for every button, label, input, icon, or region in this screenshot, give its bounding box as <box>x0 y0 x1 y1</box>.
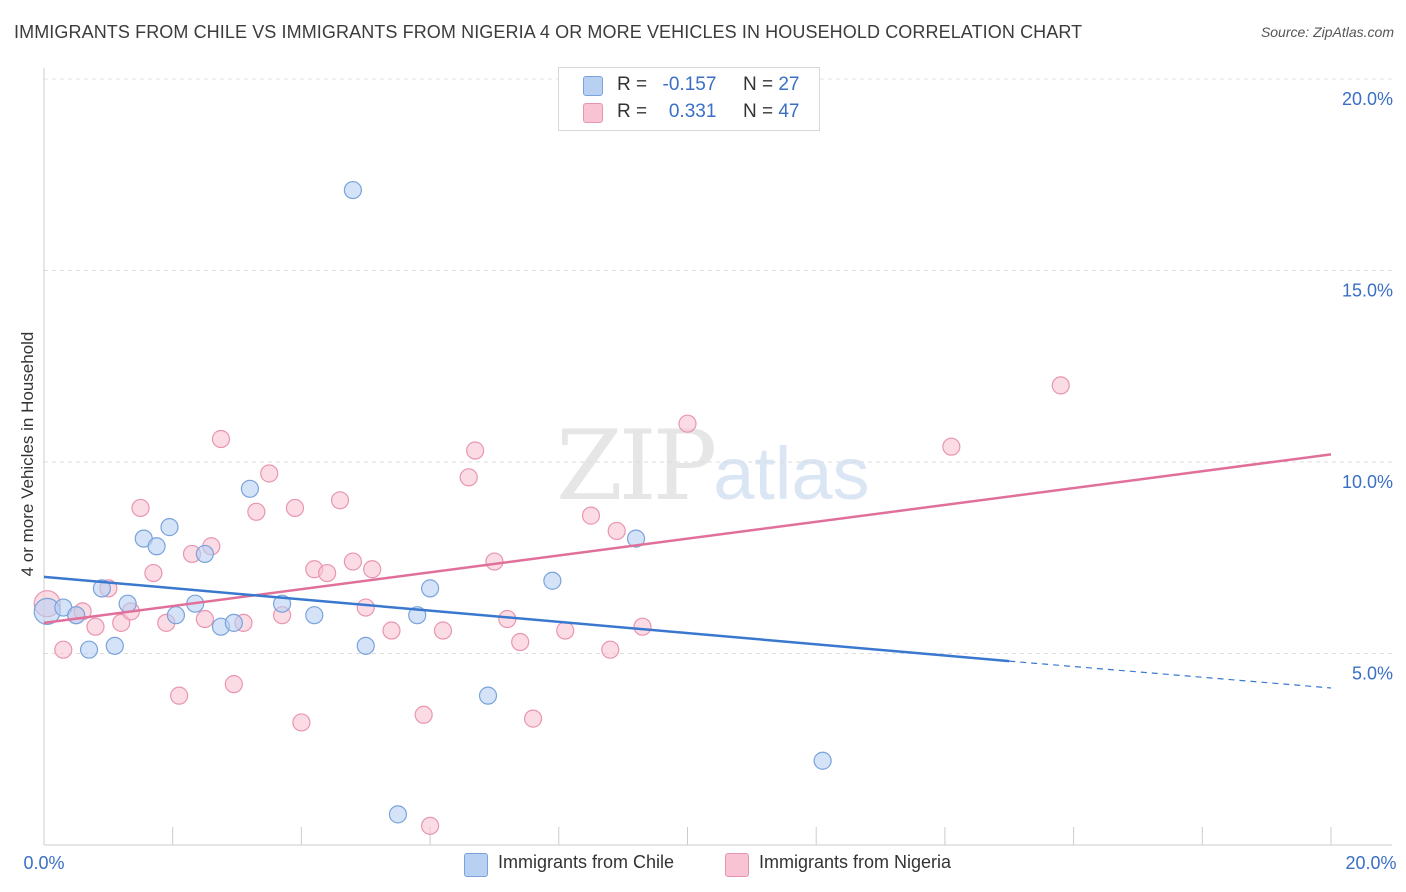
nigeria-point <box>459 468 478 487</box>
chile-legend-label: Immigrants from Chile <box>498 852 675 872</box>
nigeria-point <box>633 617 652 636</box>
chile-point <box>813 751 832 770</box>
nigeria-swatch <box>583 103 603 123</box>
chile-legend-swatch <box>464 853 488 877</box>
nigeria-point <box>356 598 375 617</box>
nigeria-n-value: 47 <box>778 101 800 122</box>
nigeria-point <box>363 560 382 579</box>
chile-point <box>388 805 408 824</box>
nigeria-legend-swatch <box>725 853 749 877</box>
chile-point <box>240 479 260 498</box>
correlation-legend: R = -0.157 N = 27 R = 0.331 N = 47 <box>558 67 820 131</box>
nigeria-point <box>433 621 453 640</box>
legend-r-label: R = <box>617 74 648 95</box>
chile-points <box>33 180 832 824</box>
y-axis-label: 4 or more Vehicles in Household <box>18 332 37 577</box>
chile-point <box>272 594 292 613</box>
y-tick-label: 5.0% <box>1352 664 1393 684</box>
y-tick-label: 10.0% <box>1342 472 1393 492</box>
nigeria-point <box>54 640 73 659</box>
nigeria-point <box>224 675 243 694</box>
nigeria-trend-line <box>43 453 1332 625</box>
nigeria-point <box>942 437 961 456</box>
chile-point <box>224 613 243 632</box>
chile-point <box>105 636 124 655</box>
chile-point <box>67 606 86 625</box>
nigeria-point <box>466 441 485 460</box>
nigeria-point <box>285 498 305 518</box>
legend-n-label: N = <box>742 74 774 95</box>
chile-trend-line <box>43 575 1010 663</box>
nigeria-point <box>414 705 433 724</box>
nigeria-point <box>330 491 350 510</box>
nigeria-legend-label: Immigrants from Nigeria <box>759 852 952 872</box>
chile-r-value: -0.157 <box>662 74 717 95</box>
chile-point <box>356 636 375 655</box>
nigeria-point <box>511 632 530 652</box>
nigeria-point <box>607 521 626 541</box>
nigeria-point <box>556 621 575 640</box>
nigeria-point <box>170 686 189 705</box>
nigeria-point <box>343 552 362 571</box>
nigeria-point <box>678 414 697 433</box>
chile-point <box>118 594 137 613</box>
trend-lines <box>43 453 1332 689</box>
nigeria-point <box>1051 376 1070 395</box>
nigeria-point <box>485 552 504 571</box>
source-credit: Source: ZipAtlas.com <box>1260 24 1394 40</box>
nigeria-point <box>292 713 311 732</box>
chile-point <box>166 606 186 625</box>
nigeria-point <box>318 563 337 583</box>
nigeria-point <box>247 502 266 521</box>
chile-point <box>195 544 214 564</box>
chile-point <box>543 571 562 590</box>
nigeria-point <box>131 498 150 518</box>
nigeria-point <box>86 617 105 636</box>
chile-n-value: 27 <box>778 74 800 95</box>
nigeria-point <box>195 609 214 629</box>
nigeria-point <box>211 429 231 449</box>
chile-point <box>92 579 112 598</box>
chile-point <box>305 606 324 625</box>
axes <box>43 68 1392 846</box>
axis-labels: 5.0% 10.0% 15.0% 20.0% 0.0% 20.0% 4 or more Ve… <box>18 89 1397 873</box>
chile-point <box>160 518 179 537</box>
chile-point <box>626 529 646 548</box>
nigeria-point <box>382 621 401 640</box>
nigeria-r-value: 0.331 <box>668 101 717 122</box>
nigeria-point <box>581 506 601 525</box>
chile-trend-extension <box>1009 660 1332 689</box>
chile-point <box>343 180 362 200</box>
chile-point <box>421 579 440 598</box>
x-tick-label: 20.0% <box>1345 853 1396 873</box>
chile-point <box>79 640 99 659</box>
nigeria-point <box>523 709 543 728</box>
chile-point <box>478 686 498 705</box>
nigeria-point <box>601 640 620 659</box>
chile-swatch <box>583 76 603 96</box>
chart-title: IMMIGRANTS FROM CHILE VS IMMIGRANTS FROM… <box>14 22 1083 42</box>
nigeria-point <box>144 563 163 583</box>
legend-r-label: R = <box>617 101 648 122</box>
legend-n-label: N = <box>742 101 774 122</box>
y-tick-label: 15.0% <box>1342 281 1393 301</box>
nigeria-point <box>260 464 279 483</box>
nigeria-points <box>33 376 1070 835</box>
x-tick-label: 0.0% <box>23 853 64 873</box>
chile-point <box>147 537 166 556</box>
nigeria-point <box>421 816 440 835</box>
y-tick-label: 20.0% <box>1342 89 1393 109</box>
grid-lines <box>44 78 1393 654</box>
